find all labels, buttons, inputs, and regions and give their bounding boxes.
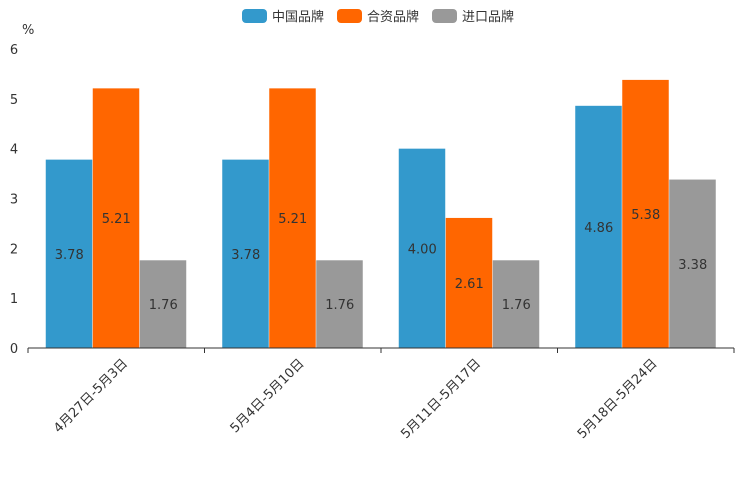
bar xyxy=(398,148,446,348)
bar xyxy=(92,88,140,348)
x-tick-label: 4月27日-5月3日 xyxy=(51,356,131,436)
y-axis-unit-label: % xyxy=(22,23,34,38)
x-tick-label: 5月4日-5月10日 xyxy=(228,356,308,436)
bar xyxy=(445,217,493,348)
data-label: 5.21 xyxy=(278,212,307,227)
data-label: 4.00 xyxy=(408,242,437,257)
data-label: 3.78 xyxy=(231,248,260,263)
bar xyxy=(669,179,716,348)
legend-swatch xyxy=(337,9,362,23)
bar xyxy=(492,260,540,348)
bar xyxy=(622,79,669,348)
data-label: 1.76 xyxy=(502,298,531,313)
legend-label: 进口品牌 xyxy=(462,9,514,25)
y-tick-label: 0 xyxy=(10,342,18,357)
data-label: 1.76 xyxy=(325,298,354,313)
legend-swatch xyxy=(242,9,267,23)
legend: 中国品牌 合资品牌 进口品牌 xyxy=(242,9,514,25)
data-label: 5.38 xyxy=(631,208,660,223)
bar xyxy=(269,88,316,348)
legend-swatch xyxy=(432,9,457,23)
y-tick-label: 1 xyxy=(10,292,18,307)
bar xyxy=(222,159,269,348)
x-tick-label: 5月18日-5月24日 xyxy=(575,356,661,442)
x-axis: 4月27日-5月3日 5月4日-5月10日 5月11日-5月17日 5月18日-5月2… xyxy=(27,347,735,442)
legend-label: 中国品牌 xyxy=(272,9,324,25)
y-tick-label: 5 xyxy=(10,93,18,108)
bar xyxy=(316,260,363,348)
bar xyxy=(139,260,187,348)
data-label: 3.78 xyxy=(55,248,84,263)
y-tick-label: 6 xyxy=(10,43,18,58)
data-label: 4.86 xyxy=(584,221,613,236)
bar xyxy=(575,105,622,348)
data-label: 3.38 xyxy=(678,258,707,273)
data-label: 2.61 xyxy=(455,277,484,292)
data-label: 1.76 xyxy=(149,298,178,313)
data-label: 5.21 xyxy=(102,212,131,227)
legend-label: 合资品牌 xyxy=(367,9,419,25)
x-tick-label: 5月11日-5月17日 xyxy=(398,356,484,442)
bar xyxy=(45,159,93,348)
y-tick-label: 2 xyxy=(10,242,18,257)
y-tick-label: 4 xyxy=(10,143,18,158)
y-tick-label: 3 xyxy=(10,193,18,208)
bars: 3.78 5.21 1.76 3.78 5.21 1.76 4.00 2.61 1.76 4.86… xyxy=(45,79,716,348)
y-axis: 0 1 2 3 4 5 6 xyxy=(10,43,18,357)
